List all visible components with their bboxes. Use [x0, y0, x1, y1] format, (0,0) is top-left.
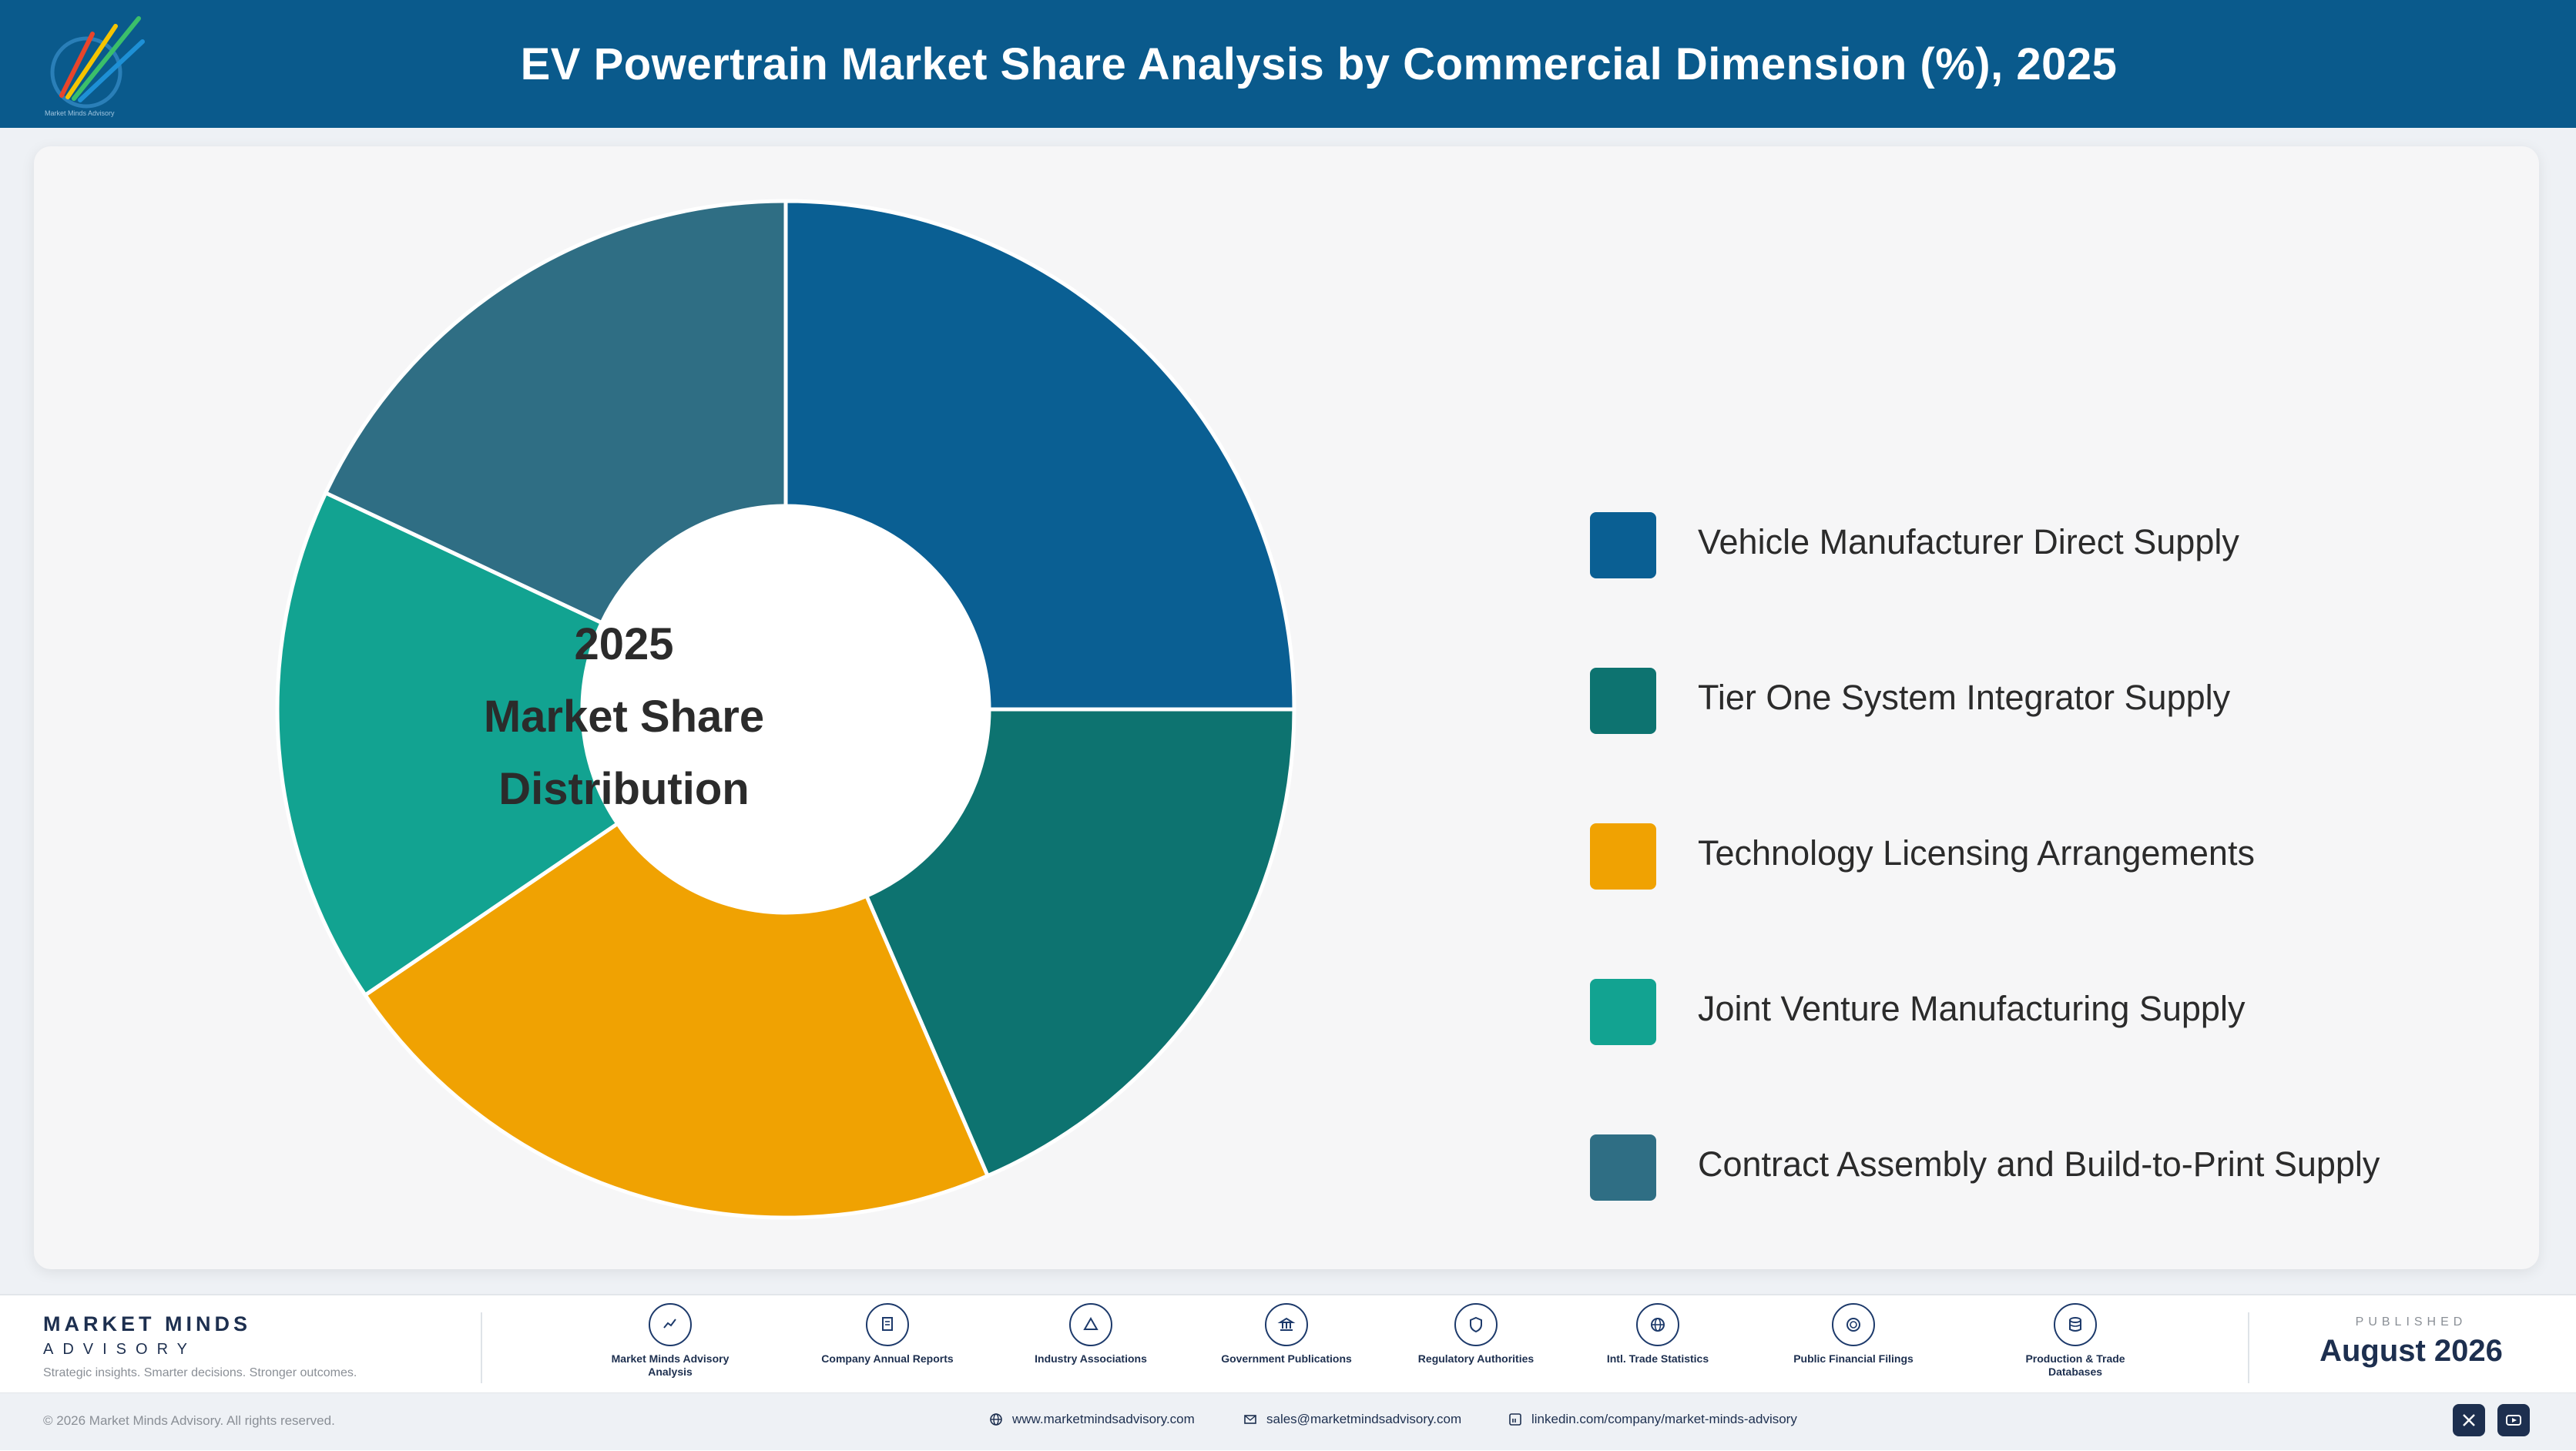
shield-icon: [1454, 1303, 1498, 1346]
source-label: Industry Associations: [1035, 1352, 1147, 1365]
source-label: Company Annual Reports: [821, 1352, 954, 1365]
source-label: Production & Trade Databases: [2025, 1352, 2125, 1378]
center-label-line-3: Distribution: [498, 764, 750, 814]
source-item-1: Market Minds Advisory Analysis: [593, 1303, 747, 1379]
youtube-social-button[interactable]: [2497, 1404, 2530, 1436]
linkedin-icon: [1509, 1413, 1521, 1426]
source-item-4: Government Publications: [1209, 1303, 1363, 1366]
coin-icon: [1832, 1303, 1875, 1346]
x-social-button[interactable]: [2453, 1404, 2485, 1436]
legend-label: Joint Venture Manufacturing Supply: [1698, 989, 2246, 1028]
email-text: sales@marketmindsadvisory.com: [1266, 1412, 1462, 1426]
source-list: Market Minds Advisory Analysis Company An…: [555, 1303, 2142, 1388]
source-item-6: Intl. Trade Statistics: [1581, 1303, 1735, 1366]
source-item-8: Production & Trade Databases: [1998, 1303, 2152, 1379]
legend-label: Contract Assembly and Build-to-Print Sup…: [1698, 1144, 2380, 1184]
source-label: Regulatory Authorities: [1417, 1352, 1535, 1365]
chart-icon: [649, 1303, 692, 1346]
brand-subtitle: ADVISORY: [43, 1341, 196, 1358]
document-icon: [866, 1303, 909, 1346]
donut-hole: [584, 508, 988, 911]
website-text: www.marketmindsadvisory.com: [1012, 1412, 1195, 1426]
copyright-text: © 2026 Market Minds Advisory. All rights…: [43, 1413, 335, 1428]
mail-icon: [1244, 1415, 1256, 1424]
footer-divider-left: [481, 1312, 482, 1383]
linkedin-link[interactable]: linkedin.com/company/market-minds-adviso…: [1508, 1412, 1797, 1427]
published-date: August 2026: [2319, 1334, 2503, 1368]
website-link[interactable]: www.marketmindsadvisory.com: [989, 1412, 1195, 1427]
network-icon: [1069, 1303, 1112, 1346]
legend-label: Vehicle Manufacturer Direct Supply: [1698, 522, 2239, 561]
footer-brand: MARKET MINDS ADVISORY Strategic insights…: [43, 1312, 357, 1380]
legend-swatch: [1590, 1134, 1656, 1201]
company-logo: Market Minds Advisory: [39, 11, 154, 119]
government-icon: [1265, 1303, 1308, 1346]
brand-name: MARKET MINDS: [43, 1312, 251, 1335]
x-icon: [2463, 1414, 2475, 1426]
legend-swatch: [1590, 823, 1656, 890]
logo-icon: [50, 16, 145, 109]
source-label: Market Minds Advisory Analysis: [611, 1352, 730, 1378]
center-label-line-2: Market Share: [483, 692, 765, 742]
brand-tagline: Strategic insights. Smarter decisions. S…: [43, 1366, 357, 1379]
globe-icon: [1636, 1303, 1679, 1346]
source-item-2: Company Annual Reports: [810, 1303, 964, 1366]
pie-slice-2: [864, 707, 1296, 1179]
source-label: Intl. Trade Statistics: [1606, 1352, 1709, 1365]
globe-icon: [990, 1413, 1002, 1426]
pie-slice-5: [323, 199, 788, 625]
linkedin-text: linkedin.com/company/market-minds-adviso…: [1531, 1412, 1797, 1426]
source-item-7: Public Financial Filings: [1776, 1303, 1930, 1366]
legend-swatch: [1590, 668, 1656, 734]
source-label: Government Publications: [1221, 1352, 1352, 1365]
bottom-bar: © 2026 Market Minds Advisory. All rights…: [0, 1392, 2576, 1450]
center-label-line-1: 2025: [574, 619, 674, 669]
pie-center-label: 2025 Market Share Distribution: [462, 608, 786, 826]
pie-slice-4: [275, 490, 621, 998]
youtube-icon: [2506, 1415, 2521, 1426]
legend-label: Tier One System Integrator Supply: [1698, 678, 2231, 717]
email-link[interactable]: sales@marketmindsadvisory.com: [1243, 1412, 1461, 1427]
source-item-5: Regulatory Authorities: [1399, 1303, 1553, 1366]
legend-swatch: [1590, 512, 1656, 578]
pie-slice-1: [783, 199, 1296, 712]
page-title: EV Powertrain Market Share Analysis by C…: [520, 39, 2118, 89]
database-icon: [2054, 1303, 2097, 1346]
pie-chart: [275, 199, 1296, 1220]
logo-text: Market Minds Advisory: [45, 109, 115, 117]
legend-label: Technology Licensing Arrangements: [1698, 833, 2255, 873]
published-block: PUBLISHED August 2026: [2280, 1315, 2542, 1369]
published-label: PUBLISHED: [2355, 1315, 2467, 1329]
pie-slice-3: [362, 820, 991, 1220]
source-item-3: Industry Associations: [1014, 1303, 1168, 1366]
footer-divider-right: [2248, 1312, 2249, 1383]
source-label: Public Financial Filings: [1793, 1352, 1914, 1365]
legend-swatch: [1590, 979, 1656, 1045]
header-bar: Market Minds Advisory EV Powertrain Mark…: [0, 0, 2576, 128]
